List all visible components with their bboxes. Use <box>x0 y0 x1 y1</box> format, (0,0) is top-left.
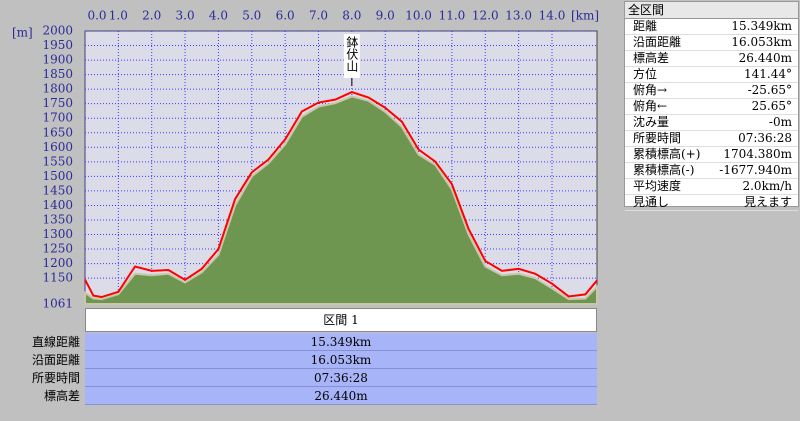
row-value: 見えます <box>743 195 792 209</box>
y-tick-label: 1200 <box>42 256 73 270</box>
row-label: 沈み量 <box>633 115 670 129</box>
section-row: 所要時間 07:36:28 <box>0 369 597 387</box>
row-label: 見通し <box>633 195 670 209</box>
summary-row: 俯角← 25.65° <box>625 99 798 115</box>
y-tick-label: 1300 <box>42 227 73 241</box>
x-tick-label: 9.0 <box>376 9 395 23</box>
row-label: 距離 <box>633 19 658 33</box>
x-tick-label: 8.0 <box>342 9 361 23</box>
y-tick-label: 1250 <box>42 242 73 256</box>
x-axis-label: [km] <box>571 9 599 23</box>
x-tick-label: 12.0 <box>472 9 499 23</box>
row-value: 25.65° <box>751 99 792 113</box>
row-label: 累積標高(+) <box>633 147 701 161</box>
row-value: 07:36:28 <box>738 131 792 145</box>
x-tick-label: 0.0 <box>87 9 106 23</box>
section-row: 標高差 26.440m <box>0 387 597 405</box>
y-tick-label: 1600 <box>42 140 73 154</box>
row-label: 平均速度 <box>633 179 682 193</box>
peak-label: 鉢伏山 <box>345 36 359 72</box>
section-row: 直線距離 15.349km <box>0 333 597 351</box>
section-title: 区間 1 <box>85 308 597 332</box>
summary-row: 沿面距離 16.053km <box>625 35 798 51</box>
y-tick-label: 1350 <box>42 212 73 226</box>
row-label: 沿面距離 <box>633 35 682 49</box>
row-value: 2.0km/h <box>742 179 792 193</box>
row-label: 沿面距離 <box>31 353 80 367</box>
y-tick-label: 1950 <box>42 38 73 52</box>
row-value: 26.440m <box>85 387 597 405</box>
y-tick-label: 1400 <box>42 198 73 212</box>
y-tick-label: 1650 <box>42 125 73 139</box>
summary-row: 俯角→ -25.65° <box>625 83 798 99</box>
row-value: -0m <box>768 115 792 129</box>
summary-row: 累積標高(+) 1704.380m <box>625 147 798 163</box>
row-label: 累積標高(-) <box>633 163 695 177</box>
summary-row: 距離 15.349km <box>625 19 798 35</box>
y-axis-label: [m] <box>12 26 33 40</box>
row-label: 標高差 <box>43 389 80 403</box>
row-value: 26.440m <box>738 51 792 65</box>
summary-panel: 全区間 距離 15.349km 沿面距離 16.053km 標高差 26.440m 方位 14… <box>624 1 799 211</box>
x-tick-label: 7.0 <box>309 9 328 23</box>
summary-row: 見通し 見えます <box>625 195 798 211</box>
x-tick-label: 13.0 <box>505 9 532 23</box>
x-tick-label: 6.0 <box>276 9 295 23</box>
x-tick-label: 14.0 <box>539 9 566 23</box>
y-tick-label: 1700 <box>42 111 73 125</box>
terrain-area <box>84 95 598 305</box>
x-tick-label: 4.0 <box>209 9 228 23</box>
row-value: 15.349km <box>731 19 792 33</box>
annotation-box <box>343 34 360 78</box>
row-value: 07:36:28 <box>85 369 597 387</box>
y-tick-label: 1800 <box>42 82 73 96</box>
row-label: 所要時間 <box>31 371 80 385</box>
x-tick-label: 5.0 <box>242 9 261 23</box>
y-tick-label: 1450 <box>42 183 73 197</box>
y-tick-label: 1550 <box>42 154 73 168</box>
row-label: 所要時間 <box>633 131 682 145</box>
row-value: 141.44° <box>744 67 792 81</box>
y-tick-label: 1900 <box>42 53 73 67</box>
profile-chart: [m] [km] 1061 115012001250130013501400145… <box>12 9 599 311</box>
row-value: 15.349km <box>85 333 597 351</box>
y-tick-label: 1750 <box>42 96 73 110</box>
summary-row: 方位 141.44° <box>625 67 798 83</box>
summary-row: 累積標高(-) -1677.940m <box>625 163 798 179</box>
summary-row: 所要時間 07:36:28 <box>625 131 798 147</box>
y-tick-label: 1150 <box>42 271 73 285</box>
row-label: 直線距離 <box>31 335 80 349</box>
row-value: 16.053km <box>731 35 792 49</box>
x-tick-label: 10.0 <box>405 9 432 23</box>
summary-row: 沈み量 -0m <box>625 115 798 131</box>
row-label: 方位 <box>633 67 658 81</box>
row-value: 1704.380m <box>723 147 792 161</box>
x-tick-label: 11.0 <box>439 9 466 23</box>
row-value: -1677.940m <box>719 163 792 177</box>
summary-row: 平均速度 2.0km/h <box>625 179 798 195</box>
row-label: 標高差 <box>633 51 670 65</box>
y-tick-label: 1850 <box>42 67 73 81</box>
track-line <box>84 90 598 299</box>
y-tick-label: 1061 <box>42 297 73 311</box>
summary-row: 標高差 26.440m <box>625 51 798 67</box>
row-value: 16.053km <box>85 351 597 369</box>
x-tick-label: 2.0 <box>142 9 161 23</box>
row-label: 俯角→ <box>633 83 668 97</box>
row-label: 俯角← <box>633 99 668 113</box>
y-tick-label: 1500 <box>42 169 73 183</box>
x-tick-label: 3.0 <box>176 9 195 23</box>
section-row: 沿面距離 16.053km <box>0 351 597 369</box>
x-tick-label: 1.0 <box>109 9 128 23</box>
y-tick-label: 2000 <box>42 24 73 38</box>
summary-title: 全区間 <box>625 2 798 19</box>
row-value: -25.65° <box>747 83 792 97</box>
